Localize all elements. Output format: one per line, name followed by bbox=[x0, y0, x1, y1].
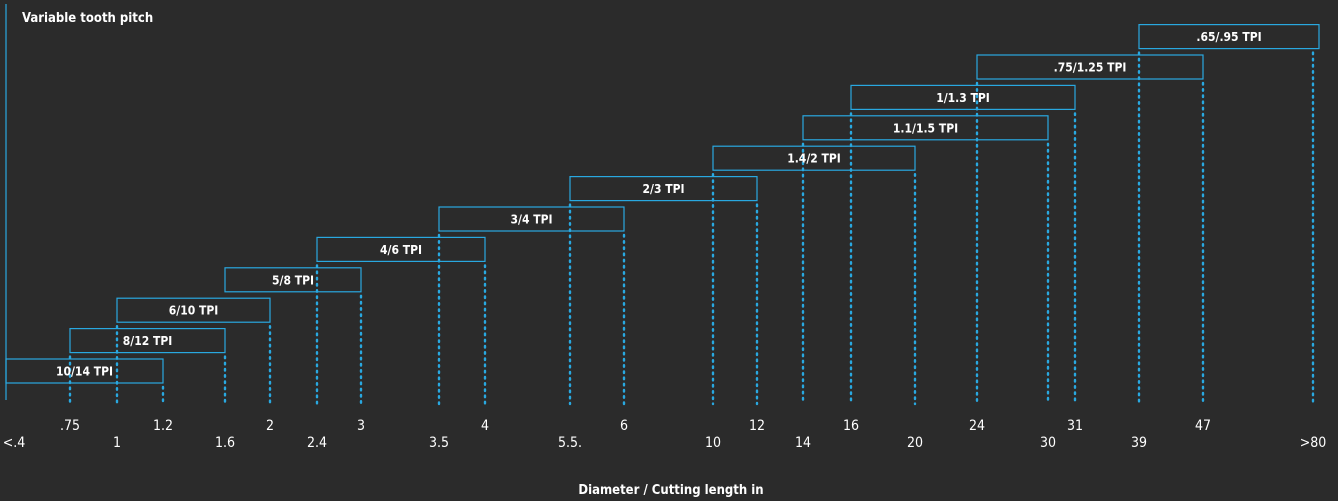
x-tick-label: 1.2 bbox=[153, 418, 173, 434]
tpi-band-label: 2/3 TPI bbox=[642, 182, 684, 196]
tpi-band bbox=[569, 176, 758, 202]
x-tick-label: 1 bbox=[113, 435, 121, 451]
x-tick-label: 14 bbox=[795, 435, 811, 451]
tpi-band bbox=[69, 328, 226, 354]
x-tick-label: 10 bbox=[705, 435, 721, 451]
tpi-band bbox=[1138, 24, 1320, 50]
chart-title: Variable tooth pitch bbox=[22, 11, 153, 26]
x-tick-label: 1.6 bbox=[215, 435, 235, 451]
x-tick-labels: <.4 .75 1 1.2 1.6 2 2.4 3 3.5 4 5.5. 6 10 12 14 16 20 24 3… bbox=[3, 418, 1327, 451]
x-tick-label: 5.5. bbox=[558, 435, 582, 451]
tpi-band bbox=[224, 267, 362, 293]
tpi-band-label: 5/8 TPI bbox=[272, 273, 314, 287]
tpi-bands: 10/14 TPI 8/12 TPI 6/10 TPI 5/8 TPI 4/6 TPI 3… bbox=[5, 24, 1320, 384]
x-tick-label: 6 bbox=[620, 418, 628, 434]
tpi-band-label: 10/14 TPI bbox=[56, 365, 113, 379]
tpi-band-label: .65/.95 TPI bbox=[1196, 30, 1261, 44]
tpi-band-label: 1.1/1.5 TPI bbox=[893, 121, 958, 135]
guide-lines bbox=[68, 51, 1315, 406]
x-tick-label: >80 bbox=[1300, 435, 1327, 451]
tpi-band bbox=[802, 115, 1049, 141]
tpi-band-label: 3/4 TPI bbox=[510, 213, 552, 227]
tpi-band bbox=[316, 236, 486, 262]
tpi-band-label: 1.4/2 TPI bbox=[787, 152, 841, 166]
tpi-band-label: 4/6 TPI bbox=[380, 243, 422, 257]
tpi-band-label: 6/10 TPI bbox=[169, 304, 219, 318]
tpi-band bbox=[850, 84, 1076, 111]
tpi-band bbox=[116, 297, 271, 323]
x-axis-label: Diameter / Cutting length in bbox=[578, 483, 763, 498]
x-tick-label: 2.4 bbox=[307, 435, 327, 451]
tpi-band-label: 1/1.3 TPI bbox=[936, 91, 990, 105]
x-tick-label: .75 bbox=[60, 418, 80, 434]
x-tick-label: 12 bbox=[749, 418, 765, 434]
x-tick-label: <.4 bbox=[3, 435, 26, 451]
tpi-band-label: .75/1.25 TPI bbox=[1054, 61, 1127, 75]
x-tick-label: 47 bbox=[1195, 418, 1211, 434]
x-tick-label: 16 bbox=[843, 418, 859, 434]
tpi-band bbox=[5, 358, 164, 384]
tpi-band-label: 8/12 TPI bbox=[123, 334, 173, 348]
x-tick-label: 31 bbox=[1067, 418, 1083, 434]
x-tick-label: 39 bbox=[1131, 435, 1147, 451]
x-tick-label: 3.5 bbox=[429, 435, 449, 451]
tpi-band bbox=[712, 145, 916, 171]
x-tick-label: 20 bbox=[907, 435, 923, 451]
x-tick-label: 4 bbox=[481, 418, 489, 434]
tpi-band bbox=[976, 54, 1204, 80]
x-tick-label: 3 bbox=[357, 418, 365, 434]
tpi-band bbox=[438, 206, 625, 232]
x-tick-label: 2 bbox=[266, 418, 274, 434]
x-tick-label: 24 bbox=[969, 418, 985, 434]
x-tick-label: 30 bbox=[1040, 435, 1056, 451]
